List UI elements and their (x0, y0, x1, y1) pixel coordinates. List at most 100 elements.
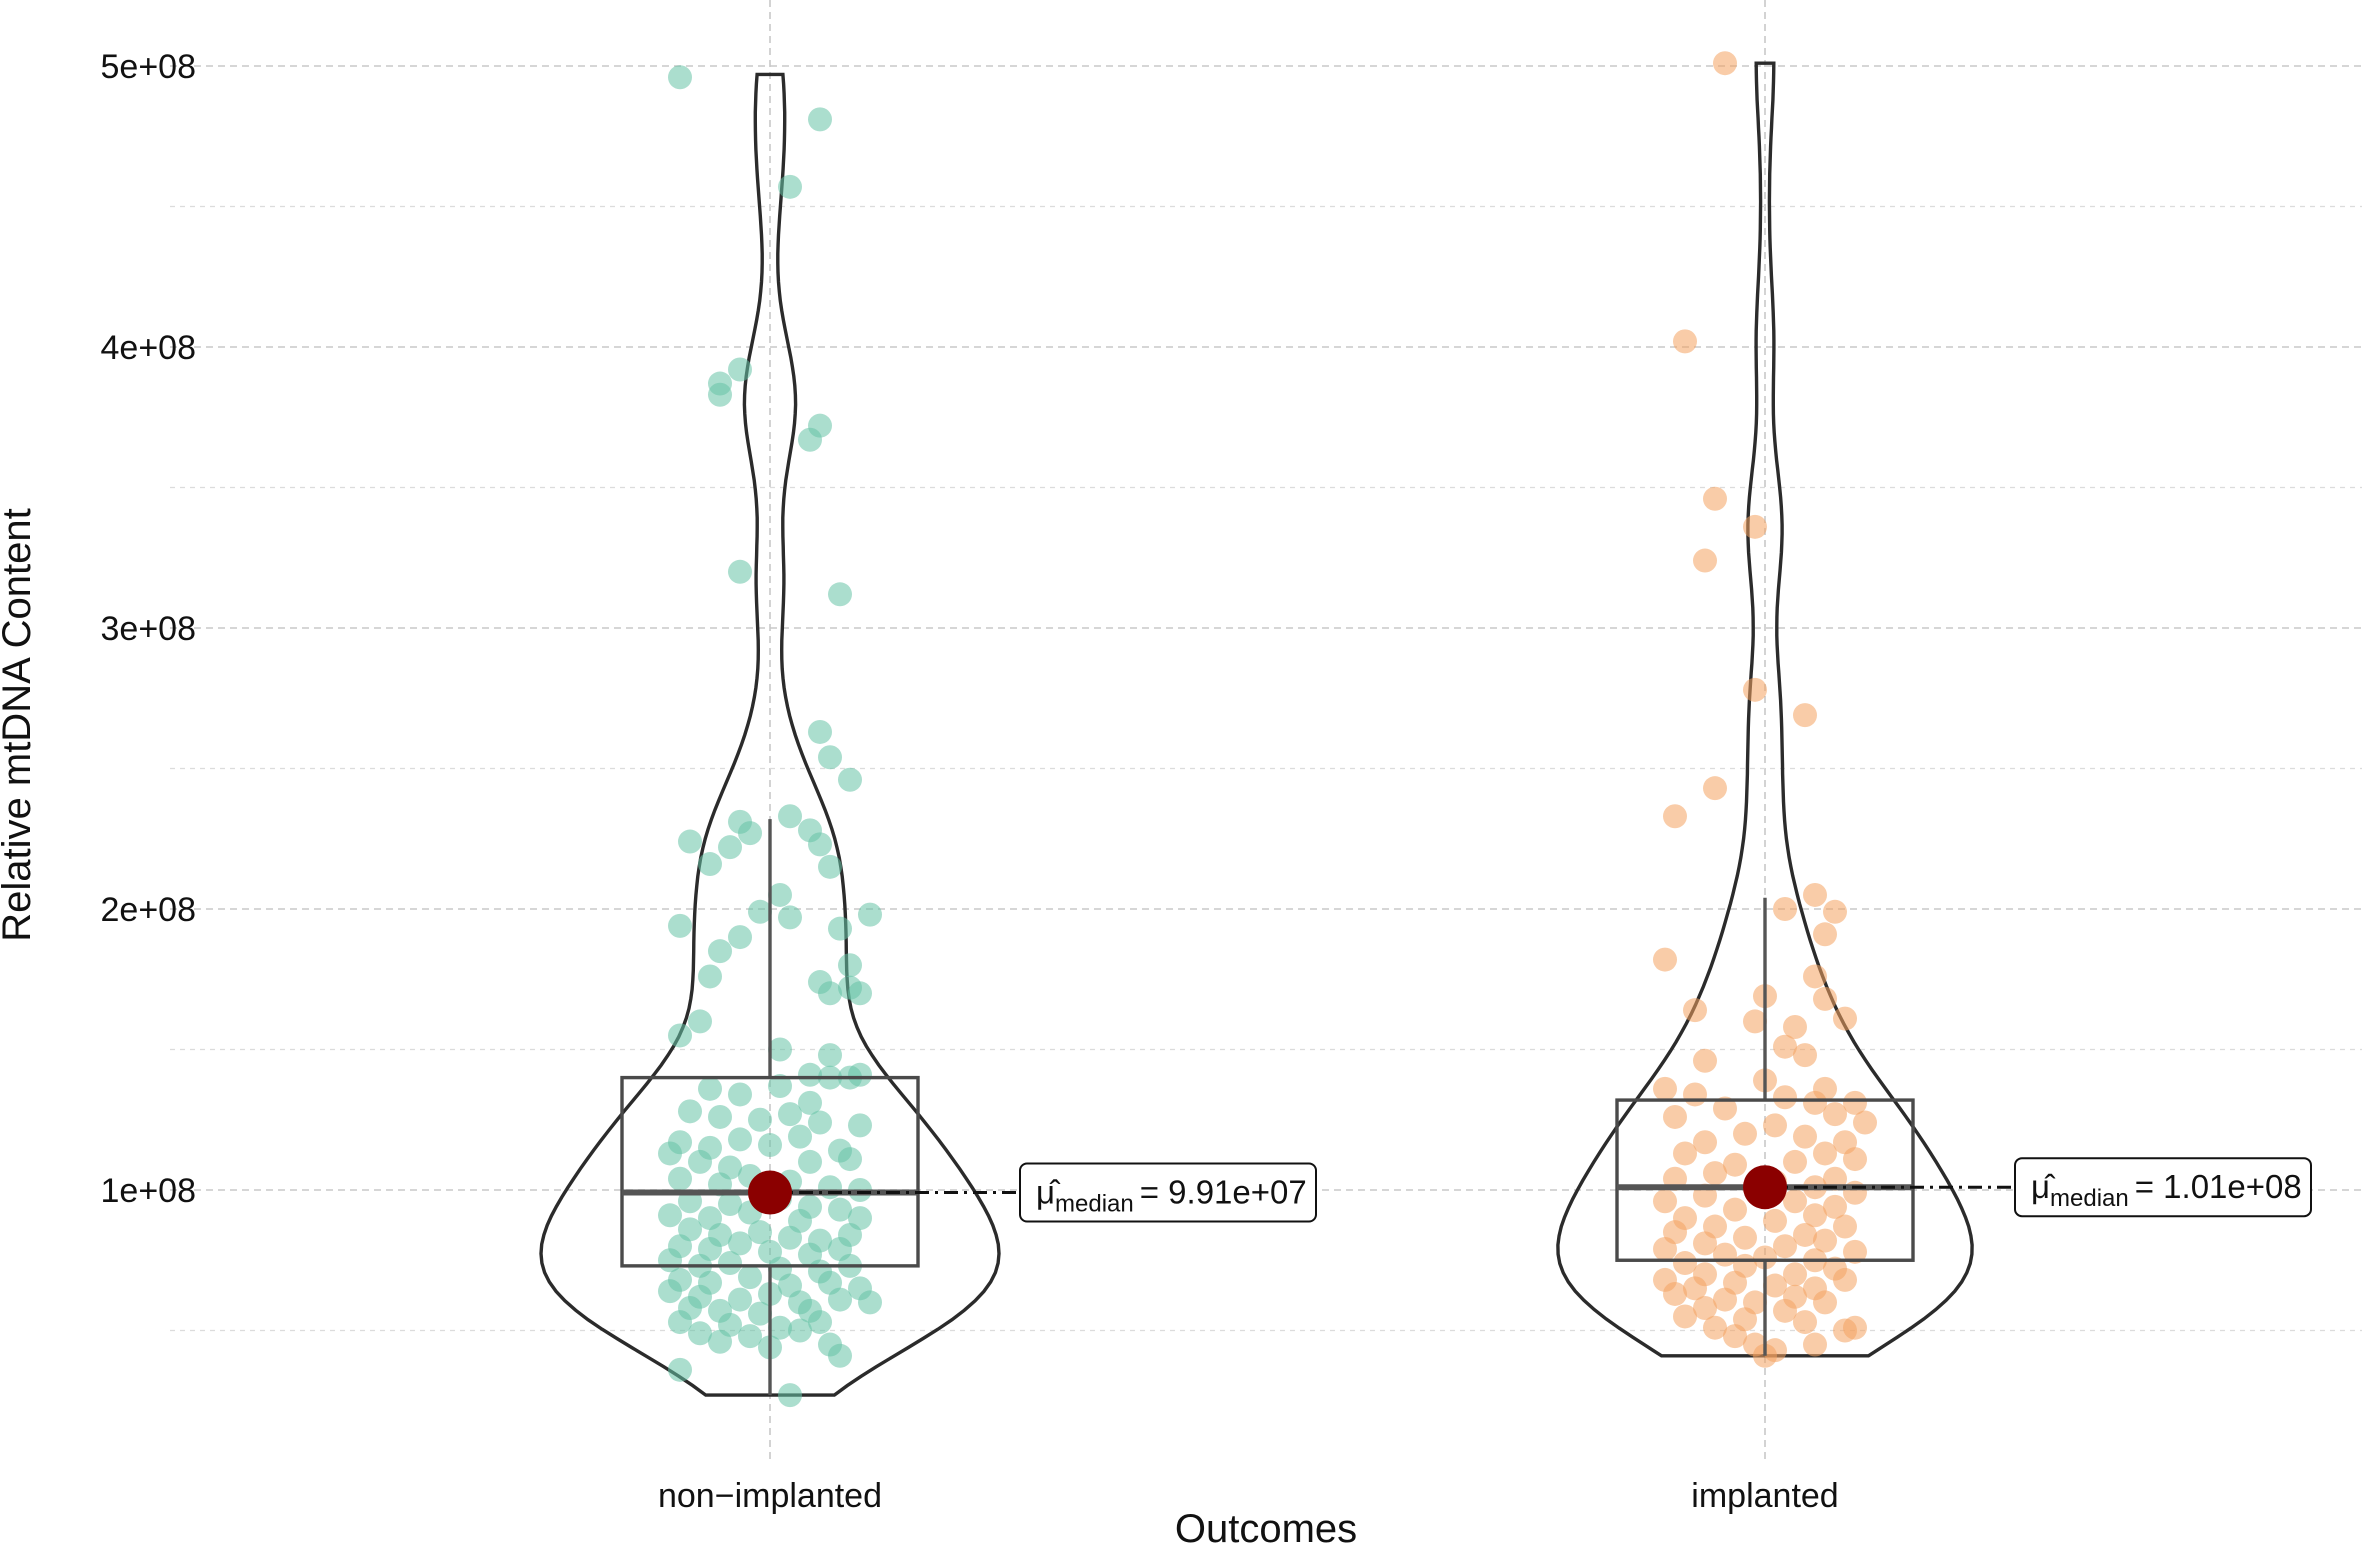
data-point (668, 913, 692, 938)
data-point (1653, 1076, 1677, 1101)
data-point (828, 1343, 852, 1368)
data-point (1833, 1318, 1857, 1343)
data-point (728, 1231, 752, 1256)
data-point (1803, 1203, 1827, 1228)
y-tick-labels: 1e+08 2e+08 3e+08 4e+08 5e+08 (101, 48, 197, 1210)
data-point (728, 357, 752, 382)
data-point (1763, 1113, 1787, 1138)
data-point (708, 939, 732, 964)
data-point (818, 1175, 842, 1200)
violin-implanted (1556, 61, 1974, 1358)
data-point (1733, 1225, 1757, 1250)
data-point (1713, 1096, 1737, 1121)
data-point (668, 1166, 692, 1191)
data-point (1713, 51, 1737, 76)
data-point (788, 1124, 812, 1149)
data-point (668, 1023, 692, 1048)
data-point (828, 1197, 852, 1222)
data-point (1793, 1222, 1817, 1247)
data-point (1843, 1090, 1867, 1115)
data-point (1703, 776, 1727, 801)
data-point (738, 821, 762, 846)
data-point (1773, 1034, 1797, 1059)
data-point (818, 745, 842, 770)
data-point (1763, 1208, 1787, 1233)
data-point (1833, 1267, 1857, 1292)
data-point (668, 65, 692, 90)
data-point (1663, 1104, 1687, 1129)
data-point (1793, 1124, 1817, 1149)
data-point (1663, 804, 1687, 829)
y-tick-label: 5e+08 (101, 48, 197, 86)
data-point (858, 902, 882, 927)
y-axis-title: Relative mtDNA Content (0, 508, 39, 942)
y-tick-label: 3e+08 (101, 610, 197, 648)
x-tick-label: non−implanted (658, 1477, 882, 1515)
data-point (1823, 1102, 1847, 1127)
data-point (698, 1076, 722, 1101)
data-point (1693, 1130, 1717, 1155)
data-point (808, 1310, 832, 1335)
data-point (1703, 486, 1727, 511)
data-point (728, 925, 752, 950)
data-point (748, 899, 772, 924)
data-point (768, 1315, 792, 1340)
data-point (1723, 1197, 1747, 1222)
data-point (668, 1357, 692, 1382)
data-point (838, 953, 862, 978)
data-point (688, 1149, 712, 1174)
data-point (1743, 514, 1767, 539)
data-point (848, 981, 872, 1006)
data-point (728, 1287, 752, 1312)
data-point (1773, 1085, 1797, 1110)
data-point (1783, 1262, 1807, 1287)
data-point (1853, 1110, 1877, 1135)
data-point (1703, 1161, 1727, 1186)
data-point (1743, 1009, 1767, 1034)
data-point (678, 829, 702, 854)
data-point (848, 1113, 872, 1138)
box (620, 1075, 920, 1268)
data-point (778, 1383, 802, 1408)
data-point (1693, 548, 1717, 573)
data-point (1653, 947, 1677, 972)
data-point (1803, 1090, 1827, 1115)
data-point (778, 174, 802, 199)
grid (170, 0, 2362, 1460)
data-point (708, 382, 732, 407)
data-point (1733, 1121, 1757, 1146)
data-point (828, 1287, 852, 1312)
y-tick-label: 1e+08 (101, 1172, 197, 1210)
data-point (1833, 1006, 1857, 1031)
data-point (818, 854, 842, 879)
data-point (1703, 1315, 1727, 1340)
data-point (738, 1324, 762, 1349)
violins (539, 61, 1974, 1397)
data-point (718, 1192, 742, 1217)
data-point (1813, 922, 1837, 947)
data-point (818, 981, 842, 1006)
data-point (688, 1321, 712, 1346)
data-point (1823, 899, 1847, 924)
data-point (808, 832, 832, 857)
data-point (738, 1265, 762, 1290)
x-axis-title: Outcomes (1175, 1507, 1357, 1551)
data-point (778, 804, 802, 829)
data-point (798, 1062, 822, 1087)
data-point (1693, 1048, 1717, 1073)
data-point (768, 1037, 792, 1062)
data-point (1683, 1276, 1707, 1301)
median-annotations: μ̂median = 9.91e+07 μ̂median = 1.01e+08 (748, 1157, 2312, 1223)
data-point (788, 1318, 812, 1343)
data-point (718, 835, 742, 860)
data-point (658, 1279, 682, 1304)
data-point (1713, 1287, 1737, 1312)
data-point (1813, 1141, 1837, 1166)
data-point (1663, 1281, 1687, 1306)
data-point (758, 1133, 782, 1158)
data-point (1693, 1231, 1717, 1256)
data-point (668, 1310, 692, 1335)
data-point (1843, 1239, 1867, 1264)
data-point (1793, 1043, 1817, 1068)
data-point (768, 1074, 792, 1099)
